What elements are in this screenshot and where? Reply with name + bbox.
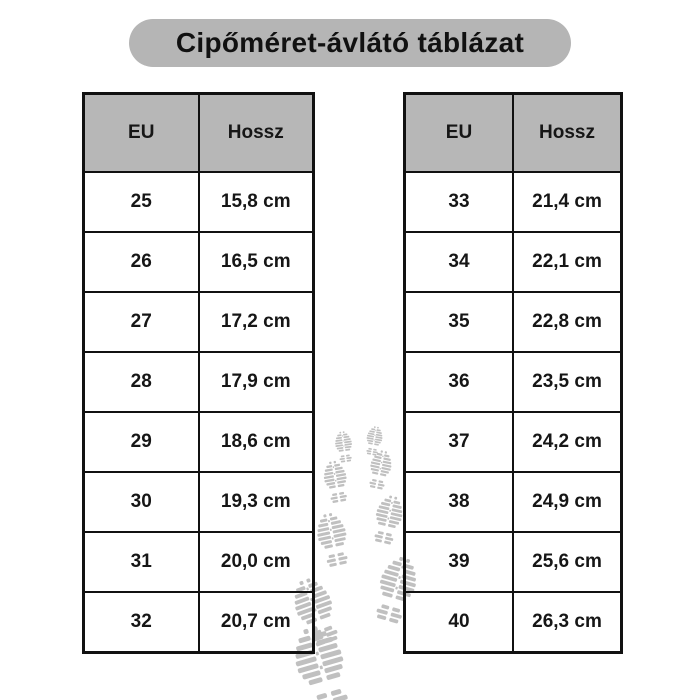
eu-cell: 38 — [403, 471, 514, 533]
eu-header: EU — [82, 92, 200, 173]
table-row: 28 17,9 cm — [82, 351, 315, 413]
table-row: 35 22,8 cm — [403, 291, 623, 353]
eu-cell: 25 — [82, 171, 200, 233]
table-row: 38 24,9 cm — [403, 471, 623, 533]
length-header: Hossz — [512, 92, 623, 173]
length-cell: 25,6 cm — [512, 531, 623, 593]
size-table-right: EU Hossz 33 21,4 cm 34 22,1 cm 35 22,8 c… — [403, 92, 623, 654]
eu-cell: 30 — [82, 471, 200, 533]
footprint-icon — [321, 459, 351, 504]
eu-cell: 28 — [82, 351, 200, 413]
table-row: 27 17,2 cm — [82, 291, 315, 353]
table-header-row: EU Hossz — [82, 92, 315, 173]
eu-cell: 39 — [403, 531, 514, 593]
eu-cell: 34 — [403, 231, 514, 293]
table-row: 32 20,7 cm — [82, 591, 315, 654]
eu-cell: 33 — [403, 171, 514, 233]
eu-cell: 35 — [403, 291, 514, 353]
eu-header: EU — [403, 92, 514, 173]
length-cell: 20,0 cm — [197, 531, 315, 593]
eu-cell: 36 — [403, 351, 514, 413]
table-row: 30 19,3 cm — [82, 471, 315, 533]
eu-cell: 29 — [82, 411, 200, 473]
eu-cell: 37 — [403, 411, 514, 473]
length-cell: 15,8 cm — [197, 171, 315, 233]
table-row: 25 15,8 cm — [82, 171, 315, 233]
length-cell: 26,3 cm — [512, 591, 623, 654]
length-header: Hossz — [197, 92, 315, 173]
table-row: 37 24,2 cm — [403, 411, 623, 473]
size-table-left: EU Hossz 25 15,8 cm 26 16,5 cm 27 17,2 c… — [82, 92, 315, 654]
footprint-icon — [370, 493, 407, 546]
length-cell: 24,9 cm — [512, 471, 623, 533]
table-row: 26 16,5 cm — [82, 231, 315, 293]
length-cell: 24,2 cm — [512, 411, 623, 473]
table-row: 29 18,6 cm — [82, 411, 315, 473]
length-cell: 19,3 cm — [197, 471, 315, 533]
eu-cell: 32 — [82, 591, 200, 654]
footprint-icon — [313, 510, 353, 569]
eu-cell: 40 — [403, 591, 514, 654]
length-cell: 17,2 cm — [197, 291, 315, 353]
length-cell: 22,1 cm — [512, 231, 623, 293]
length-cell: 17,9 cm — [197, 351, 315, 413]
table-row: 36 23,5 cm — [403, 351, 623, 413]
footprint-icon — [365, 448, 395, 491]
title-banner: Cipőméret-ávlátó táblázat — [129, 19, 571, 67]
length-cell: 21,4 cm — [512, 171, 623, 233]
footprint-icon — [333, 430, 355, 464]
table-row: 40 26,3 cm — [403, 591, 623, 654]
table-row: 33 21,4 cm — [403, 171, 623, 233]
length-cell: 23,5 cm — [512, 351, 623, 413]
length-cell: 16,5 cm — [197, 231, 315, 293]
eu-cell: 31 — [82, 531, 200, 593]
table-row: 34 22,1 cm — [403, 231, 623, 293]
table-header-row: EU Hossz — [403, 92, 623, 173]
length-cell: 18,6 cm — [197, 411, 315, 473]
eu-cell: 26 — [82, 231, 200, 293]
table-row: 31 20,0 cm — [82, 531, 315, 593]
eu-cell: 27 — [82, 291, 200, 353]
length-cell: 22,8 cm — [512, 291, 623, 353]
page-title: Cipőméret-ávlátó táblázat — [175, 27, 525, 58]
length-cell: 20,7 cm — [197, 591, 315, 654]
table-row: 39 25,6 cm — [403, 531, 623, 593]
